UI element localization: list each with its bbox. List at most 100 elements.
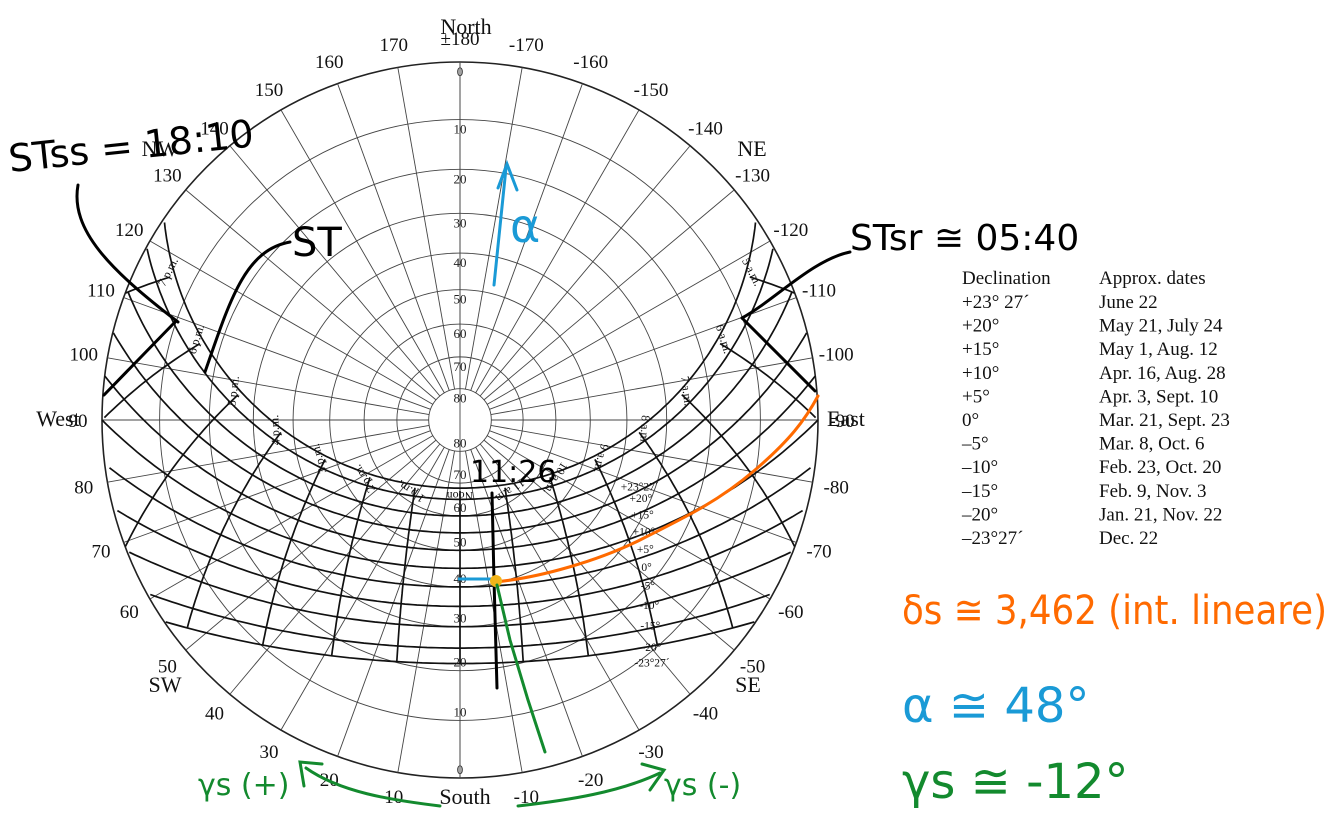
- altitude-label-south: 0: [457, 762, 464, 777]
- delta-s-result: δs ≅ 3,462 (int. lineare): [902, 588, 1327, 634]
- azimuth-label: -30: [638, 742, 663, 763]
- azimuth-spoke: [464, 67, 523, 390]
- table-declination-value: +20°: [962, 316, 999, 337]
- altitude-label-north: 10: [454, 122, 467, 137]
- hour-label: 7 a.m.: [678, 375, 696, 406]
- table-dates-value: Apr. 16, Aug. 28: [1099, 363, 1226, 384]
- altitude-label-south: 60: [454, 500, 467, 515]
- azimuth-label: -80: [824, 477, 849, 498]
- declination-trace-line: [492, 394, 820, 584]
- altitude-label-south: 10: [454, 704, 467, 719]
- azimuth-label: 120: [115, 220, 144, 241]
- hour-label: 3 p.m.: [308, 442, 330, 475]
- compass-south: South: [439, 784, 490, 809]
- azimuth-label: 170: [379, 35, 408, 56]
- table-dates-value: Feb. 23, Oct. 20: [1099, 457, 1221, 478]
- st-ss-annotation: STss = 18:10: [6, 111, 255, 180]
- azimuth-arrow-right-head: [640, 762, 667, 792]
- azimuth-spoke: [490, 357, 813, 416]
- declination-label: +23°27´: [621, 482, 659, 494]
- azimuth-label: -60: [778, 602, 803, 623]
- table-declination-value: +15°: [962, 339, 999, 360]
- hour-line: [594, 459, 659, 646]
- st-sr-leader-line: [740, 250, 852, 320]
- declination-label: -10°: [639, 600, 659, 612]
- azimuth-spoke: [280, 109, 445, 394]
- hour-line: [125, 276, 171, 294]
- azimuth-label: -170: [509, 35, 544, 56]
- azimuth-label: -160: [573, 52, 608, 73]
- st-sr-annotation: STsr ≅ 05:40: [850, 218, 1079, 259]
- hour-line: [124, 393, 239, 547]
- compass-labels: North South East West NE NW SE SW: [36, 14, 865, 809]
- table-dates-value: Dec. 22: [1099, 528, 1158, 549]
- azimuth-arrow-right: [516, 771, 662, 808]
- altitude-label-south: 20: [454, 655, 467, 670]
- table-dates-value: Mar. 21, Sept. 23: [1099, 410, 1230, 431]
- azimuth-spoke: [107, 424, 430, 483]
- table-dates-value: May 21, July 24: [1099, 316, 1223, 337]
- declination-label: +20°: [630, 493, 653, 505]
- azimuth-spoke: [397, 450, 456, 773]
- azimuth-label: -40: [693, 704, 718, 725]
- hour-line: [261, 459, 326, 646]
- azimuth-spoke: [475, 446, 640, 731]
- compass-se: SE: [735, 672, 761, 697]
- alpha-result: α ≅ 48°: [902, 678, 1089, 734]
- compass-ne: NE: [737, 136, 766, 161]
- compass-east: East: [827, 406, 865, 431]
- hour-label: Noon: [447, 489, 474, 503]
- azimuth-readout-line: [495, 583, 547, 754]
- time-point-annotation: 11:26: [470, 455, 556, 490]
- table-header-declination: Declination: [962, 268, 1051, 289]
- hour-line: [719, 342, 817, 419]
- hour-label: 5 p.m.: [224, 375, 242, 407]
- gamma-plus-annotation: γs (+): [198, 768, 289, 803]
- declination-labels: +23°27´+20°+15°+10°+5°0°-5°-10°-15°-20°-…: [621, 482, 670, 670]
- compass-nw: NW: [142, 136, 179, 161]
- compass-north: North: [440, 14, 491, 39]
- st-ss-leader-line: [75, 183, 180, 324]
- hour-label: 4 p.m.: [267, 415, 283, 446]
- hour-line: [549, 477, 590, 656]
- gamma-minus-annotation: γs (-): [664, 768, 741, 803]
- hour-line: [681, 393, 796, 547]
- declination-label: -20°: [641, 642, 661, 654]
- azimuth-label: 60: [120, 602, 139, 623]
- hour-line: [103, 342, 201, 419]
- table-declination-value: +10°: [962, 363, 999, 384]
- st-annotation: ST: [292, 220, 342, 266]
- azimuth-label: -90: [829, 411, 854, 432]
- azimuth-spoke: [229, 443, 441, 695]
- azimuth-label: -150: [634, 80, 669, 101]
- hour-line: [749, 276, 795, 294]
- handwritten-annotations: STss = 18:10 ST STsr ≅ 05:40 11:26 α γs …: [6, 111, 1327, 810]
- azimuth-labels: ±180170160150140130120110100908070605040…: [69, 29, 855, 808]
- table-header-dates: Approx. dates: [1099, 268, 1206, 289]
- hour-line: [395, 487, 416, 662]
- alpha-arrow-head: [496, 159, 519, 192]
- table-declination-value: –10°: [961, 457, 998, 478]
- altitude-label-north: 80: [454, 391, 467, 406]
- table-declination-value: –20°: [961, 504, 998, 525]
- altitude-label-north: 60: [454, 326, 467, 341]
- table-dates-value: June 22: [1099, 292, 1158, 313]
- azimuth-spoke: [475, 109, 640, 394]
- azimuth-label: -50: [740, 657, 765, 678]
- azimuth-spoke: [479, 443, 691, 695]
- azimuth-spoke: [123, 297, 431, 410]
- azimuth-label: 50: [158, 657, 177, 678]
- altitude-label-north: 40: [454, 255, 467, 270]
- azimuth-label: 70: [92, 542, 111, 563]
- azimuth-label: -130: [735, 166, 770, 187]
- hour-label: 8 a.m.: [637, 415, 653, 445]
- azimuth-label: 30: [260, 742, 279, 763]
- table-dates-value: Mar. 8, Oct. 6: [1099, 434, 1205, 455]
- gamma-s-result: γs ≅ -12°: [902, 754, 1129, 810]
- azimuth-label: 150: [255, 80, 284, 101]
- azimuth-label: -110: [802, 280, 836, 301]
- azimuth-label: 100: [70, 345, 99, 366]
- hour-label: 6 p.m.: [185, 322, 207, 355]
